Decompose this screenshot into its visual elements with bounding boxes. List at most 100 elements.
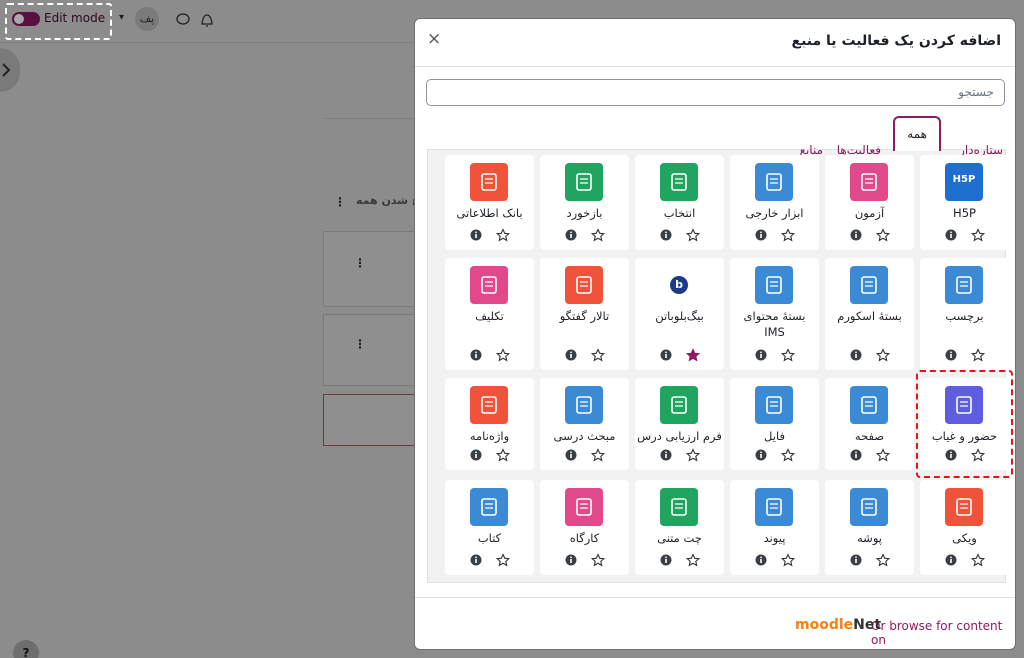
card-actions[interactable] [825, 228, 914, 242]
logo-part: Net [853, 617, 882, 633]
activity-card[interactable]: واژه‌نامه [445, 378, 534, 470]
card-actions[interactable] [825, 348, 914, 362]
activity-card[interactable]: انتخاب [635, 155, 724, 250]
card-actions[interactable] [635, 228, 724, 242]
activity-card[interactable]: ابزار خارجی [730, 155, 819, 250]
card-actions[interactable] [445, 448, 534, 462]
card-actions[interactable] [445, 553, 534, 567]
highlight-box [916, 370, 1013, 478]
icon-glyph [671, 498, 687, 516]
avatar[interactable]: پف [135, 7, 159, 31]
activity-icon [470, 386, 508, 424]
card-actions[interactable] [445, 348, 534, 362]
card-actions[interactable] [540, 348, 629, 362]
activity-icon [470, 163, 508, 201]
icon-glyph [576, 498, 592, 516]
icon-glyph [766, 173, 782, 191]
card-actions[interactable] [540, 448, 629, 462]
activity-icon: H5P [945, 163, 983, 201]
tab[interactable]: همه [893, 116, 941, 151]
activity-card[interactable]: برچسب [920, 258, 1009, 370]
activity-card[interactable]: H5P H5P [920, 155, 1009, 250]
activity-card[interactable]: چت متنی [635, 480, 724, 575]
activity-icon [850, 488, 888, 526]
moodlenet-logo[interactable]: moodleNet [795, 617, 881, 633]
card-actions[interactable] [825, 448, 914, 462]
icon-glyph [576, 276, 592, 294]
activity-icon [660, 488, 698, 526]
card-actions[interactable] [825, 553, 914, 567]
activity-card[interactable]: مبحث درسی [540, 378, 629, 470]
activity-card[interactable]: بستهٔ محتوای IMS [730, 258, 819, 370]
card-actions[interactable] [730, 553, 819, 567]
activity-label: آزمون [854, 206, 885, 220]
activity-card[interactable]: ویکی [920, 480, 1009, 575]
card-actions[interactable] [920, 228, 1009, 242]
activity-label: کتاب [477, 531, 502, 545]
close-button[interactable]: × [427, 29, 442, 49]
activity-label: بازخورد [566, 206, 603, 220]
card-actions[interactable] [540, 553, 629, 567]
card-actions[interactable] [730, 228, 819, 242]
activity-label: صفحه [854, 429, 885, 443]
card-actions[interactable] [730, 448, 819, 462]
card-actions[interactable] [730, 348, 819, 362]
logo-part: moodle [795, 617, 854, 633]
activity-icon [945, 266, 983, 304]
drawer-toggle[interactable] [0, 48, 20, 92]
section [323, 394, 423, 446]
icon-glyph [671, 173, 687, 191]
card-actions[interactable] [635, 348, 724, 362]
activity-label: برچسب [945, 309, 984, 323]
activity-label: بیگ‌بلوباتن [655, 309, 704, 323]
activity-card[interactable]: تالار گفتگو [540, 258, 629, 370]
tab[interactable]: فعالیت‌ها [836, 143, 881, 157]
activity-card[interactable]: b بیگ‌بلوباتن [635, 258, 724, 370]
activity-card[interactable]: کارگاه [540, 480, 629, 575]
activity-card[interactable]: حضور و غیاب [920, 378, 1009, 470]
search-input[interactable]: جستجو [426, 79, 1005, 106]
tab[interactable]: منابع [799, 143, 823, 157]
icon-glyph [766, 498, 782, 516]
menu-dots[interactable]: ⋮ [334, 195, 346, 209]
activity-card[interactable]: فرم ارزیابی درس [635, 378, 724, 470]
activity-card[interactable]: فایل [730, 378, 819, 470]
activity-label: بستهٔ محتوای IMS [743, 309, 806, 339]
activity-card[interactable]: بازخورد [540, 155, 629, 250]
browse-link[interactable]: Or browse for content on [871, 619, 1003, 647]
modal: اضافه کردن یک فعالیت یا منبع × جستجو Or … [414, 18, 1016, 650]
activity-card[interactable]: کتاب [445, 480, 534, 575]
activity-card[interactable]: بانک اطلاعاتی [445, 155, 534, 250]
help-button[interactable]: ? [13, 640, 39, 658]
card-actions[interactable] [635, 553, 724, 567]
activity-card[interactable]: بستهٔ اسکورم [825, 258, 914, 370]
divider [415, 66, 1015, 67]
icon-text: b [670, 276, 688, 294]
activity-card[interactable]: صفحه [825, 378, 914, 470]
card-actions[interactable] [920, 553, 1009, 567]
card-actions[interactable] [445, 228, 534, 242]
section: ⋮ [323, 231, 423, 307]
modal-title: اضافه کردن یک فعالیت یا منبع [791, 33, 1001, 49]
activity-card[interactable]: آزمون [825, 155, 914, 250]
activity-icon [470, 488, 508, 526]
activity-icon [850, 386, 888, 424]
card-actions[interactable] [635, 448, 724, 462]
activity-card[interactable]: پوشه [825, 480, 914, 575]
card-actions[interactable] [540, 228, 629, 242]
icon-glyph [576, 396, 592, 414]
edit-toggle[interactable] [12, 12, 40, 26]
activity-card[interactable]: تکلیف [445, 258, 534, 370]
activity-card[interactable]: پیوند [730, 480, 819, 575]
activity-label: فرم ارزیابی درس [637, 429, 722, 443]
card-actions[interactable] [920, 448, 1009, 462]
activity-icon [470, 266, 508, 304]
activity-label: پیوند [763, 531, 786, 545]
activity-icon [755, 266, 793, 304]
tab[interactable]: ستاره‌دار [959, 143, 1003, 157]
chevron [2, 63, 11, 77]
card-actions[interactable] [920, 348, 1009, 362]
icon-glyph [861, 173, 877, 191]
icon-glyph [956, 276, 972, 294]
